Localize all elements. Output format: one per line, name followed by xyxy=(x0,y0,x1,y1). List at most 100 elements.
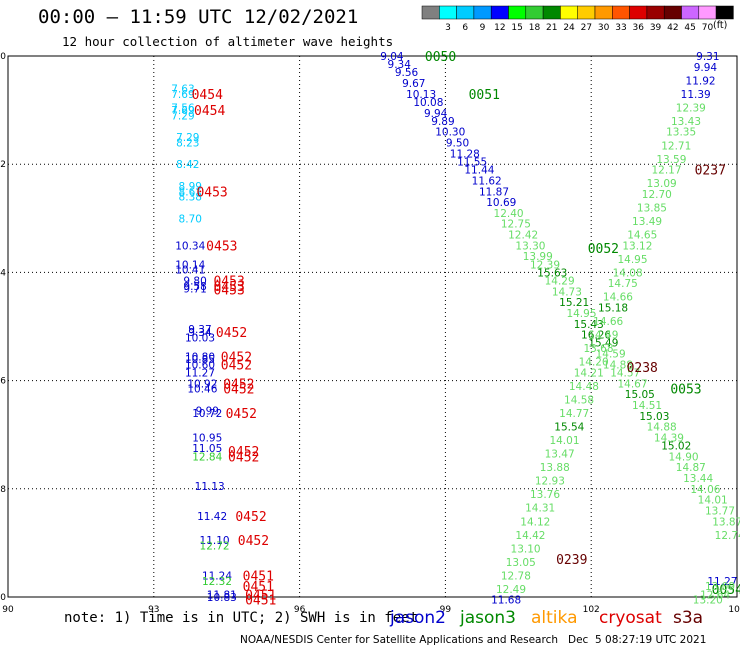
data-point-s3a: 13.47 xyxy=(545,449,575,461)
plot-frame xyxy=(7,55,738,598)
data-point-s3a: 13.05 xyxy=(506,557,536,569)
pass-label-cryosat: 0453 xyxy=(213,280,244,295)
pass-label-cryosat: 0452 xyxy=(228,445,259,460)
pass-label-cryosat: 0453 xyxy=(206,239,237,254)
pass-label-cryosat: 0451 xyxy=(243,580,274,595)
data-point-cryosat: 7.29 xyxy=(171,111,194,123)
legend-s3a: s3a xyxy=(673,608,704,628)
data-point-s3a: 15.18 xyxy=(598,303,628,315)
color-scale-swatch xyxy=(560,5,578,20)
data-point-s3a: 12.49 xyxy=(496,584,526,596)
data-point-jason3: 11.55 xyxy=(457,156,487,168)
data-point-s3a: 14.75 xyxy=(608,278,638,290)
data-point-jason3: 12.39 xyxy=(530,259,560,271)
color-scale-label: 6 xyxy=(462,23,468,33)
data-point-jason3: 12.42 xyxy=(508,230,538,242)
pass-label-jason3: 0052 xyxy=(588,242,619,257)
legend-jason3: jason3 xyxy=(460,608,516,628)
color-scale-label: 3 xyxy=(445,23,451,33)
data-point-cryosat: 8.70 xyxy=(179,213,202,225)
pass-label-cryosat: 0452 xyxy=(221,358,252,373)
color-scale-swatch xyxy=(629,5,648,20)
data-point-jason3: 12.75 xyxy=(501,219,531,231)
data-point-jason3: 14.87 xyxy=(676,462,706,474)
data-point-jason3: 14.06 xyxy=(690,484,720,496)
data-point-jason3: 13.30 xyxy=(515,240,545,252)
color-scale-swatch xyxy=(698,5,717,20)
x-tick-label: 102 xyxy=(583,605,600,615)
data-point-jason3: 11.44 xyxy=(464,165,494,177)
data-point-s3a: 12.39 xyxy=(676,102,706,114)
data-point-cryosat: 10.83 xyxy=(207,592,237,604)
pass-label-cryosat: 0451 xyxy=(245,594,276,609)
color-scale-swatch xyxy=(490,5,509,20)
chart-subtitle: 12 hour collection of altimeter wave hei… xyxy=(62,34,394,49)
color-scale-swatch xyxy=(612,5,630,20)
data-point-s3a: 13.12 xyxy=(622,240,652,252)
data-point-cryosat: 12.72 xyxy=(200,541,230,553)
data-point-cryosat: 10.95 xyxy=(192,432,222,444)
y-tick-label: -48 xyxy=(0,485,6,495)
data-point-s3a: 13.09 xyxy=(647,178,677,190)
data-point-s3a: 13.09 xyxy=(705,581,735,593)
data-point-s3a: 13.20 xyxy=(693,595,723,607)
data-point-jason3: 10.30 xyxy=(435,127,465,139)
legend-cryosat: cryosat xyxy=(599,608,662,628)
data-point-s3a: 12.64 xyxy=(700,589,730,601)
pass-label-cryosat: 0454 xyxy=(194,104,225,119)
data-point-jason3: 10.08 xyxy=(413,97,443,109)
data-point-cryosat: 10.41 xyxy=(175,265,205,277)
data-point-jason3: 14.01 xyxy=(698,495,728,507)
data-point-s3a: 12.78 xyxy=(501,570,531,582)
data-point-cryosat: 9.71 xyxy=(183,284,206,296)
x-tick-label: 93 xyxy=(148,605,159,615)
data-point-jason3: 14.39 xyxy=(654,432,684,444)
data-point-s3a: 14.20 xyxy=(579,357,609,369)
pass-label-cryosat: 0452 xyxy=(238,534,269,549)
data-point-jason3: 9.04 xyxy=(380,51,404,63)
color-scale-label: 33 xyxy=(615,23,626,33)
data-point-jason3: 15.21 xyxy=(559,297,589,309)
color-scale-label: 24 xyxy=(563,23,575,33)
data-point-s3a: 15.54 xyxy=(554,422,584,434)
pass-label-jason3: 0051 xyxy=(469,88,500,103)
data-point-jason3: 13.99 xyxy=(523,251,553,263)
color-scale-swatch xyxy=(646,5,665,20)
data-point-s3a: 14.42 xyxy=(515,530,545,542)
color-scale-label: 9 xyxy=(480,23,486,33)
data-point-s3a: 12.74 xyxy=(715,530,740,542)
pass-label-cryosat: 0453 xyxy=(196,185,227,200)
data-point-s3a: 11.27 xyxy=(707,576,737,588)
data-point-s3a: 9.94 xyxy=(694,62,718,74)
y-tick-label: -50 xyxy=(0,593,6,603)
data-point-s3a: 14.21 xyxy=(574,367,604,379)
data-point-jason3: 9.56 xyxy=(395,67,419,79)
data-point-jason3: 16.26 xyxy=(581,330,611,342)
footer-credit: NOAA/NESDIS Center for Satellite Applica… xyxy=(240,634,707,646)
data-point-s3a: 14.12 xyxy=(520,516,550,528)
data-point-jason3: 9.34 xyxy=(388,59,412,71)
data-point-cryosat: 11.10 xyxy=(200,535,230,547)
data-point-jason3: 14.90 xyxy=(669,451,699,463)
data-point-cryosat: 10.46 xyxy=(187,384,217,396)
data-point-cryosat: 7.69 xyxy=(171,105,194,117)
data-point-jason3: 11.62 xyxy=(472,175,502,187)
color-scale-label: 12 xyxy=(494,23,505,33)
data-point-cryosat: 7.56 xyxy=(171,102,195,114)
data-point-jason3: 14.95 xyxy=(566,308,596,320)
data-point-s3a: 13.68 xyxy=(583,343,613,355)
color-scale-label: 15 xyxy=(511,23,522,33)
data-point-jason3: 15.43 xyxy=(574,319,604,331)
data-point-cryosat: 8.42 xyxy=(176,159,199,171)
data-point-jason3: 11.28 xyxy=(450,148,480,160)
data-point-jason3: 14.57 xyxy=(610,367,640,379)
pass-label-jason3: 0050 xyxy=(425,50,456,65)
data-point-jason3: 13.87 xyxy=(712,516,740,528)
data-point-cryosat: 10.92 xyxy=(187,378,217,390)
data-point-s3a: 14.66 xyxy=(603,292,633,304)
color-scale-swatch xyxy=(473,5,492,20)
color-scale-label: 30 xyxy=(598,23,610,33)
color-scale-swatch xyxy=(525,5,544,20)
data-point-cryosat: 10.60 xyxy=(185,359,215,371)
